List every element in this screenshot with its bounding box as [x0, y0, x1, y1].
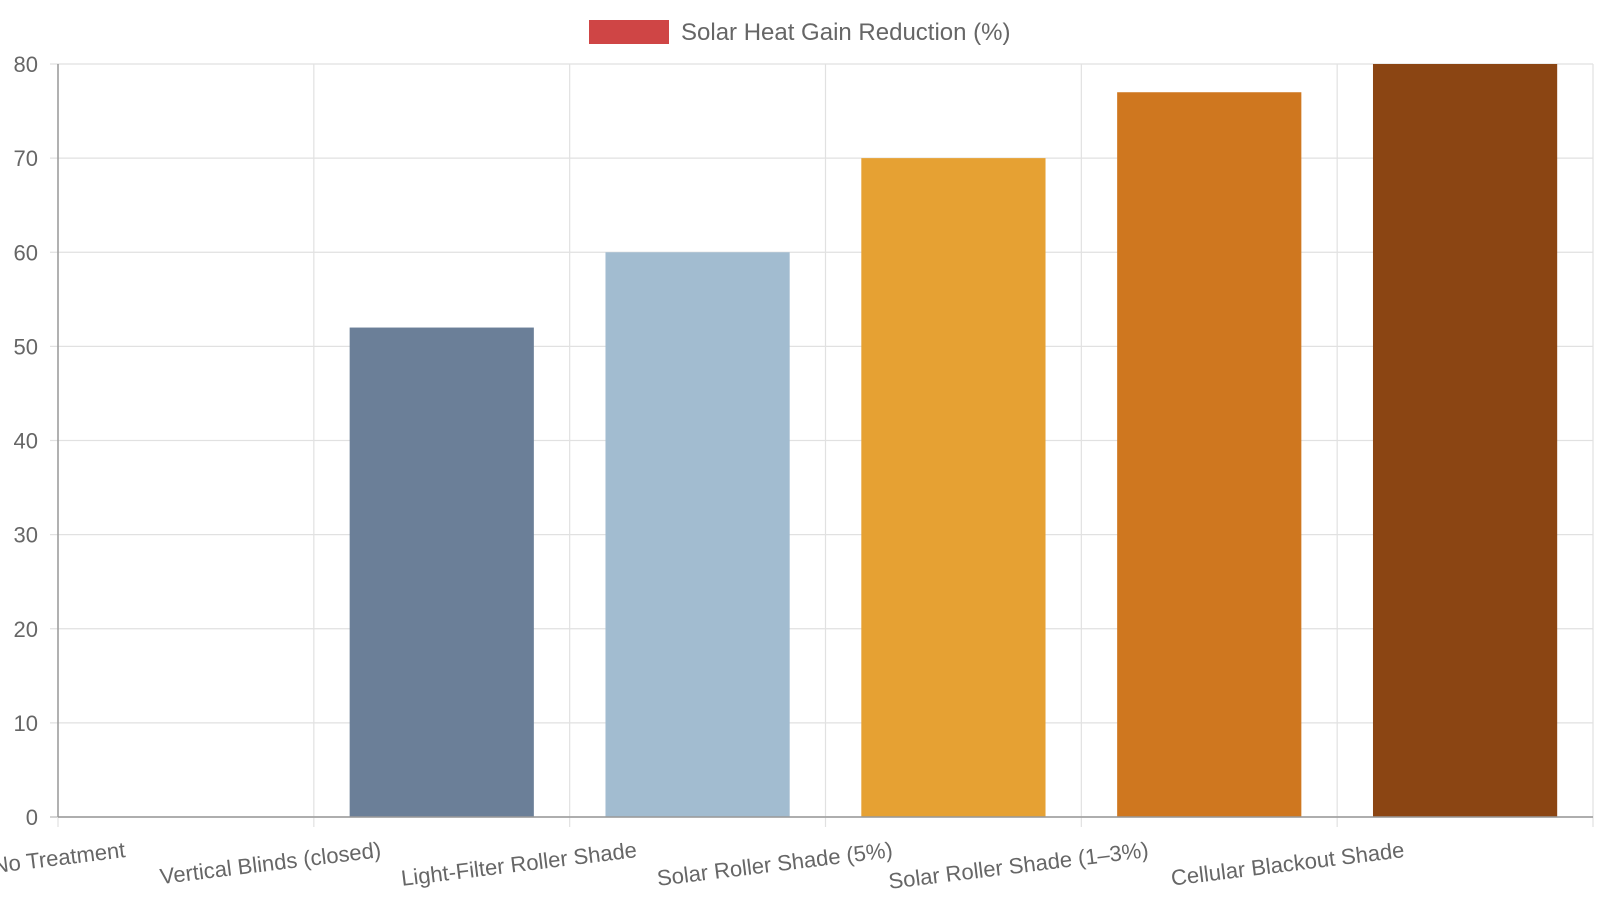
- legend[interactable]: Solar Heat Gain Reduction (%): [589, 19, 1010, 46]
- axes: [57, 64, 1593, 818]
- x-tick-label: Light-Filter Roller Shade: [400, 837, 639, 891]
- x-tick-label: Solar Roller Shade (5%): [656, 837, 895, 891]
- y-tick-label: 20: [14, 617, 38, 642]
- grid: [50, 63, 1594, 827]
- y-tick-label: 0: [26, 805, 38, 830]
- x-tick-label: Solar Roller Shade (1–3%): [887, 837, 1150, 894]
- bars: [349, 64, 1558, 818]
- y-tick-label: 80: [14, 52, 38, 77]
- legend-label: Solar Heat Gain Reduction (%): [681, 19, 1010, 46]
- legend-swatch: [589, 20, 669, 44]
- y-tick-label: 50: [14, 334, 38, 359]
- y-tick-label: 60: [14, 240, 38, 265]
- y-tick-label: 70: [14, 146, 38, 171]
- x-tick-label: No Treatment: [0, 837, 127, 878]
- bar: [605, 252, 790, 817]
- bar: [1372, 64, 1558, 817]
- x-tick-labels: No Treatment Vertical Blinds (closed) Ligh…: [0, 837, 1406, 894]
- x-tick-label: Vertical Blinds (closed): [158, 837, 382, 889]
- bar: [861, 158, 1046, 817]
- x-tick-label: Cellular Blackout Shade: [1170, 837, 1406, 890]
- y-tick-label: 40: [14, 429, 38, 454]
- bar: [1117, 92, 1302, 818]
- y-tick-labels: 0 10 20 30 40 50 60 70 80: [14, 52, 38, 830]
- bar: [349, 327, 534, 817]
- y-tick-label: 10: [14, 711, 38, 736]
- y-tick-label: 30: [14, 523, 38, 548]
